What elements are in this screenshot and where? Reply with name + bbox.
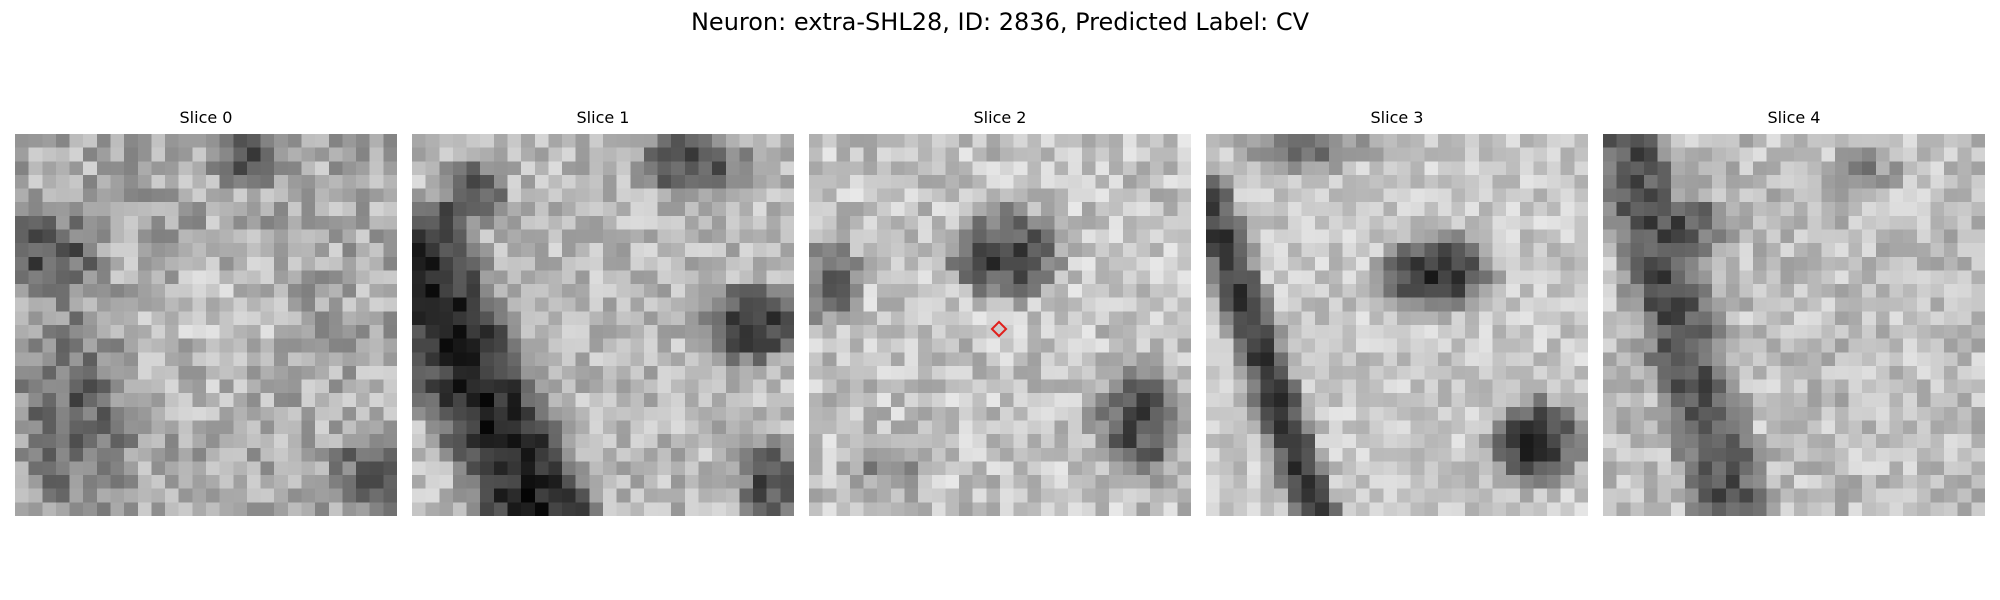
slice-panel-1: Slice 1 — [412, 108, 794, 516]
slice-panel-4: Slice 4 — [1603, 108, 1985, 516]
slice-title-3: Slice 3 — [1370, 108, 1424, 127]
slice-panel-2: Slice 2 — [809, 108, 1191, 516]
slice-image-4 — [1603, 134, 1985, 516]
slice-image-3 — [1206, 134, 1588, 516]
slice-title-4: Slice 4 — [1767, 108, 1821, 127]
slice-image-0 — [15, 134, 397, 516]
slice-title-0: Slice 0 — [179, 108, 233, 127]
figure-title: Neuron: extra-SHL28, ID: 2836, Predicted… — [690, 8, 1310, 36]
slice-title-2: Slice 2 — [973, 108, 1027, 127]
slice-title-1: Slice 1 — [576, 108, 630, 127]
slice-panel-0: Slice 0 — [15, 108, 397, 516]
slice-image-2 — [809, 134, 1191, 516]
slice-image-1 — [412, 134, 794, 516]
slice-panel-3: Slice 3 — [1206, 108, 1588, 516]
